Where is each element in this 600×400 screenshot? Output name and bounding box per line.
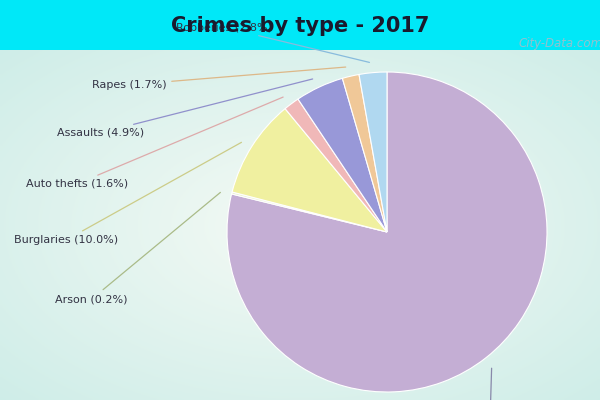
Text: Burglaries (10.0%): Burglaries (10.0%) xyxy=(14,142,241,245)
Wedge shape xyxy=(285,99,387,232)
Text: Arson (0.2%): Arson (0.2%) xyxy=(55,192,220,304)
Wedge shape xyxy=(227,72,547,392)
Text: Thefts (78.9%): Thefts (78.9%) xyxy=(448,368,530,400)
Text: Assaults (4.9%): Assaults (4.9%) xyxy=(56,79,313,138)
Wedge shape xyxy=(298,78,387,232)
Wedge shape xyxy=(343,74,387,232)
Text: Rapes (1.7%): Rapes (1.7%) xyxy=(92,67,346,90)
Wedge shape xyxy=(232,109,387,232)
Text: Auto thefts (1.6%): Auto thefts (1.6%) xyxy=(26,97,283,189)
Wedge shape xyxy=(232,192,387,232)
Text: Robberies (2.8%): Robberies (2.8%) xyxy=(176,22,370,62)
Text: Crimes by type - 2017: Crimes by type - 2017 xyxy=(171,16,429,36)
Wedge shape xyxy=(359,72,387,232)
Text: City-Data.com: City-Data.com xyxy=(519,37,600,50)
